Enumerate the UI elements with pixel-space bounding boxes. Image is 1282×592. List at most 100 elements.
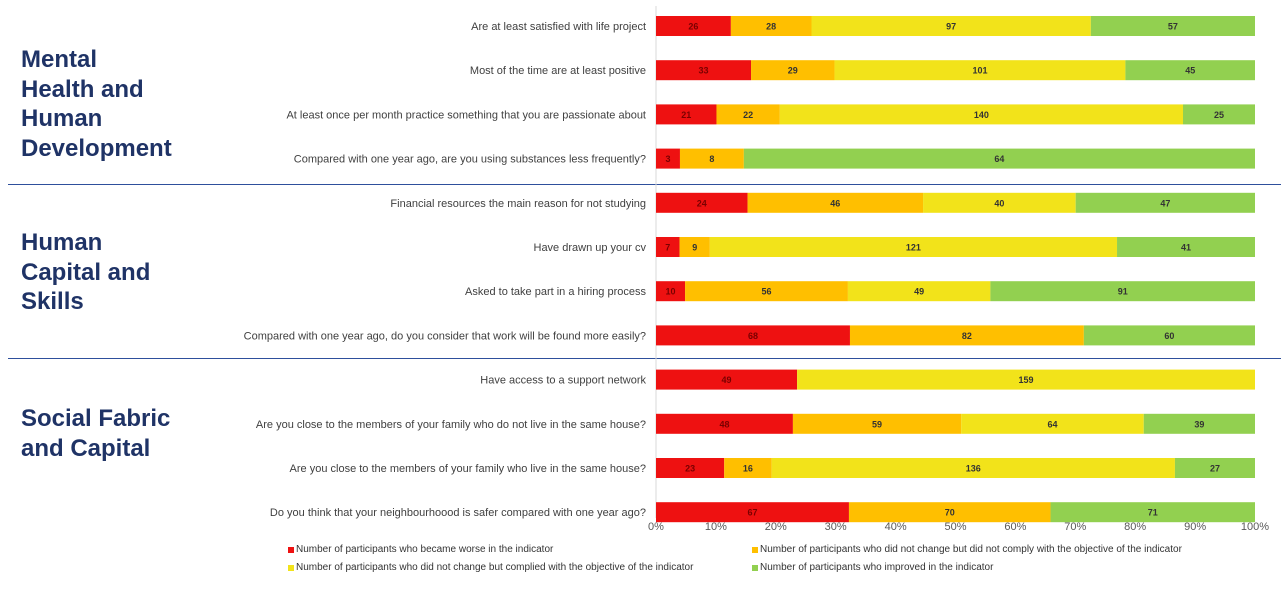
segment-worse: [656, 413, 793, 434]
segment-no-change-not-comply: [747, 192, 924, 213]
data-label: 23: [685, 464, 695, 474]
legend-swatch-no-change-comply: [288, 564, 294, 571]
x-tick-label: 70%: [1064, 521, 1086, 533]
segment-improved: [1090, 16, 1255, 36]
segment-worse: [656, 60, 752, 81]
category-label: At least once per month practice somethi…: [286, 109, 646, 121]
legend-label-no-change-comply: Number of participants who did not chang…: [296, 562, 694, 573]
segment-worse: [656, 104, 717, 125]
segment-improved: [743, 148, 1255, 169]
category-label: Compared with one year ago, are you usin…: [294, 154, 646, 166]
x-tick-label: 80%: [1124, 521, 1146, 533]
segment-no-change-comply: [847, 281, 991, 302]
segment-no-change-not-comply: [848, 502, 1051, 523]
x-tick-label: 20%: [765, 521, 787, 533]
data-label: 3: [665, 154, 670, 164]
segment-no-change-comply: [709, 237, 1118, 257]
data-label: 49: [722, 375, 732, 385]
legend-label-improved: Number of participants who improved in t…: [760, 562, 994, 573]
segment-improved: [1117, 237, 1255, 257]
legend-swatch-no-change-not-comply: [752, 546, 758, 553]
category-label: Compared with one year ago, do you consi…: [244, 330, 646, 342]
segment-improved: [1125, 60, 1255, 81]
category-label: Asked to take part in a hiring process: [465, 286, 646, 298]
data-label: 27: [1210, 464, 1220, 474]
x-tick-label: 40%: [885, 521, 907, 533]
section-separator: [8, 358, 1281, 359]
data-label: 29: [788, 66, 798, 76]
data-label: 25: [1214, 110, 1224, 120]
data-label: 121: [906, 243, 921, 253]
section-title-mental-health: Mental Health and Human Development: [21, 46, 172, 162]
segment-no-change-not-comply: [724, 458, 772, 478]
segment-improved: [1083, 325, 1255, 346]
segment-no-change-comply: [834, 60, 1126, 81]
data-label: 70: [945, 508, 955, 518]
data-label: 9: [692, 243, 697, 253]
segment-worse: [656, 502, 849, 523]
data-label: 22: [743, 110, 753, 120]
data-label: 82: [962, 331, 972, 341]
data-label: 41: [1181, 243, 1191, 253]
section-title-social-fabric: Social Fabric and Capital: [21, 405, 171, 462]
data-label: 46: [830, 198, 840, 208]
segment-no-change-not-comply: [730, 16, 812, 36]
segment-no-change-not-comply: [685, 281, 848, 302]
category-label: Have drawn up your cv: [534, 242, 647, 254]
legend-item-no-change-comply: Number of participants who did not chang…: [288, 562, 693, 573]
data-label: 28: [766, 22, 776, 32]
x-tick-label: 30%: [825, 521, 847, 533]
data-label: 16: [743, 464, 753, 474]
category-label: Most of the time are at least positive: [470, 65, 646, 77]
category-label: Are you close to the members of your fam…: [290, 463, 646, 475]
segment-no-change-comply: [923, 192, 1076, 213]
x-tick-label: 60%: [1004, 521, 1026, 533]
legend-swatch-worse: [288, 546, 294, 553]
data-label: 71: [1148, 508, 1158, 518]
data-label: 26: [688, 22, 698, 32]
segment-worse: [656, 237, 680, 257]
data-label: 67: [747, 508, 757, 518]
segment-no-change-comply: [797, 369, 1255, 390]
x-tick-label: 100%: [1241, 521, 1269, 533]
segment-no-change-not-comply: [792, 413, 962, 434]
data-label: 68: [748, 331, 758, 341]
data-label: 33: [699, 66, 709, 76]
data-label: 64: [1047, 419, 1057, 429]
category-label: Financial resources the main reason for …: [390, 198, 646, 210]
segment-no-change-not-comply: [679, 148, 744, 169]
data-label: 21: [681, 110, 691, 120]
data-label: 7: [665, 243, 670, 253]
x-tick-label: 50%: [944, 521, 966, 533]
data-label: 136: [966, 464, 981, 474]
data-label: 59: [872, 419, 882, 429]
data-label: 159: [1019, 375, 1034, 385]
data-label: 40: [994, 198, 1004, 208]
data-label: 60: [1164, 331, 1174, 341]
segment-improved: [990, 281, 1255, 302]
data-label: 8: [709, 154, 714, 164]
category-label: Have access to a support network: [480, 375, 646, 387]
segment-worse: [656, 281, 686, 302]
x-tick-label: 90%: [1184, 521, 1206, 533]
x-tick-label: 10%: [705, 521, 727, 533]
section-title-human-capital: Human Capital and Skills: [21, 229, 151, 315]
segment-worse: [656, 458, 725, 478]
legend-item-no-change-not-comply: Number of participants who did not chang…: [752, 544, 1182, 555]
category-label: Are you close to the members of your fam…: [256, 419, 646, 431]
segment-improved: [1174, 458, 1255, 478]
segment-improved: [1050, 502, 1255, 523]
segment-no-change-not-comply: [679, 237, 710, 257]
segment-no-change-not-comply: [751, 60, 835, 81]
segment-worse: [656, 192, 748, 213]
segment-improved: [1143, 413, 1255, 434]
category-label: Do you think that your neighbourhoood is…: [270, 507, 646, 519]
data-label: 49: [914, 287, 924, 297]
legend-item-improved: Number of participants who improved in t…: [752, 562, 993, 573]
data-label: 45: [1185, 66, 1195, 76]
segment-no-change-comply: [811, 16, 1091, 36]
segment-no-change-not-comply: [849, 325, 1084, 346]
segment-worse: [656, 369, 798, 390]
segment-no-change-comply: [771, 458, 1175, 478]
